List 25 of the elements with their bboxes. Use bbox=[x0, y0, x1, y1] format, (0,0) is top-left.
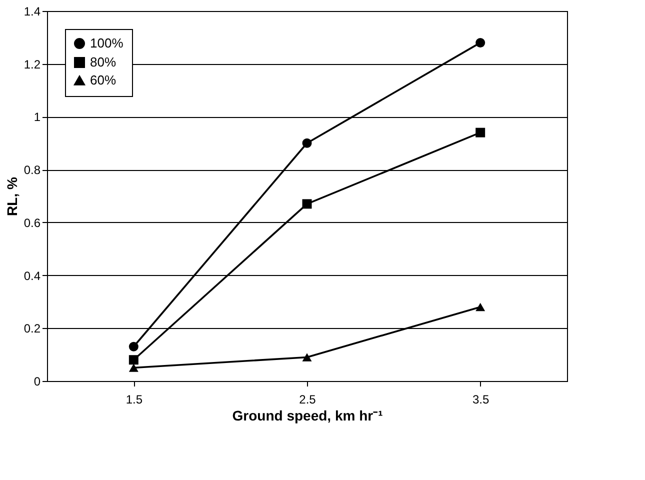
point bbox=[476, 302, 486, 312]
legend-label: 60% bbox=[90, 72, 116, 88]
legend-label: 100% bbox=[90, 36, 124, 50]
x-axis-title: Ground speed, km hr⁻¹ bbox=[232, 408, 384, 424]
y-tick-label: 0.2 bbox=[24, 322, 41, 336]
point bbox=[476, 128, 486, 138]
y-tick-label: 0 bbox=[34, 374, 41, 388]
x-tick-label: 2.5 bbox=[299, 392, 316, 406]
y-tick-label: 0.6 bbox=[24, 216, 41, 230]
y-tick-label: 0.8 bbox=[24, 163, 41, 178]
legend-label: 80% bbox=[90, 54, 116, 70]
point bbox=[302, 199, 312, 209]
y-tick-label: 1.2 bbox=[24, 57, 41, 72]
x-tick-label: 1.5 bbox=[126, 392, 143, 406]
point bbox=[302, 138, 312, 148]
x-tick-label: 3.5 bbox=[472, 392, 490, 406]
point bbox=[128, 364, 138, 372]
y-tick-label: 1 bbox=[34, 110, 41, 124]
point bbox=[302, 353, 312, 362]
y-tick-label: 0.4 bbox=[24, 268, 41, 283]
y-tick-label: 1.4 bbox=[24, 4, 41, 18]
y-axis-title: RL, % bbox=[4, 176, 20, 216]
point bbox=[128, 342, 138, 352]
point bbox=[476, 38, 486, 48]
point bbox=[128, 355, 138, 365]
